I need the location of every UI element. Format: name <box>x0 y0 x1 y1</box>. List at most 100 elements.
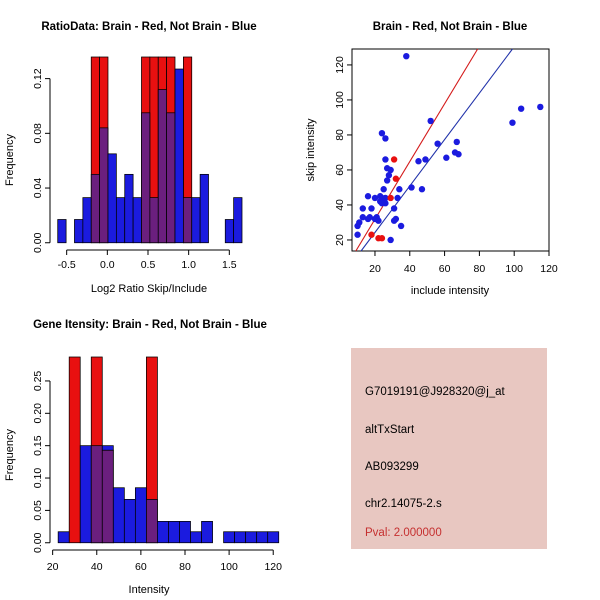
hist-bar-blue <box>168 521 180 544</box>
ratio-histogram-panel: -0.5 0.0 0.5 1.0 1.5 0.00 0.04 0.08 0.12 RatioDat… <box>4 21 257 295</box>
scatter-point-blue <box>422 156 429 163</box>
y-tick-label: 0.00 <box>32 532 44 553</box>
gene-intensity-histogram-panel: 20 40 60 80 100 120 0.00 0.05 0.10 0.15 0.20 0.25 Ge… <box>4 319 282 596</box>
y-tick-label: 0.00 <box>32 232 44 253</box>
y-axis-label: Frequency <box>4 429 16 481</box>
hist-bar-overlap <box>141 112 151 244</box>
scatter-point-red <box>392 175 400 182</box>
hist-bar-blue <box>123 499 136 544</box>
x-tick-label: 40 <box>404 263 416 275</box>
scatter-point-blue <box>537 103 544 111</box>
y-tick-label: 20 <box>334 234 346 246</box>
hist-bar-blue <box>199 173 209 244</box>
y-tick-label: 0.05 <box>32 500 44 521</box>
scatter-point-blue <box>455 151 462 158</box>
hist-bar-blue <box>223 531 235 544</box>
not-brain-fit-line <box>360 48 513 252</box>
x-tick-label: 1.0 <box>181 259 196 271</box>
hist-bar-red <box>68 356 81 544</box>
hist-bar-blue <box>174 68 184 244</box>
x-axis-label: include intensity <box>411 285 490 297</box>
hist-bar-blue <box>132 197 142 244</box>
x-tick-label: 60 <box>439 263 451 275</box>
y-tick-label: 0.25 <box>32 371 44 392</box>
accession-text: AB093299 <box>365 461 419 473</box>
hist-bar-overlap <box>90 445 103 544</box>
hist-bar-blue <box>245 531 258 544</box>
x-tick-label: 120 <box>264 561 282 573</box>
y-axis-label: skip intensity <box>305 118 317 181</box>
y-tick-label: 80 <box>334 129 346 141</box>
x-tick-label: 20 <box>47 561 59 573</box>
y-tick-label: 0.04 <box>32 178 44 199</box>
scatter-point-blue <box>385 172 393 179</box>
scatter-point-blue <box>378 129 386 137</box>
hist-bar-blue <box>233 197 243 244</box>
hist-bar-blue <box>234 531 247 544</box>
hist-bar-blue <box>101 445 114 451</box>
x-axis-label: Log2 Ratio Skip/Include <box>91 283 207 295</box>
y-tick-label: 0.15 <box>32 435 44 456</box>
scatter-point-blue <box>359 214 366 221</box>
scatter-point-blue <box>408 184 415 191</box>
hist-bar-blue <box>82 197 92 244</box>
y-tick-label: 0.20 <box>32 403 44 424</box>
scatter-point-blue <box>378 200 386 207</box>
x-tick-label: 120 <box>540 263 558 275</box>
intensity-scatter-panel: 20 40 60 80 100 120 20 40 60 80 100 120 Brain - Red,… <box>305 21 558 297</box>
y-tick-label: 60 <box>334 164 346 176</box>
x-tick-label: 80 <box>474 263 486 275</box>
hist-bar-overlap <box>99 127 109 244</box>
scatter-point-red <box>387 194 394 202</box>
scatter-point-blue <box>364 193 372 200</box>
scatter-point-blue <box>354 222 361 230</box>
scatter-point-blue <box>359 205 366 212</box>
x-tick-label: -0.5 <box>58 259 76 271</box>
gene-info-panel: G7019191@J928320@j_at altTxStart AB09329… <box>351 348 547 549</box>
scatter-point-blue <box>366 214 373 221</box>
x-tick-label: 40 <box>91 561 103 573</box>
hist-bar-blue <box>134 487 147 544</box>
scatter-point-blue <box>517 105 525 112</box>
scatter-point-blue <box>375 217 382 224</box>
hist-bar-overlap <box>149 197 159 244</box>
scatter-point-blue <box>427 117 434 125</box>
x-tick-label: 60 <box>135 561 147 573</box>
hist-bar-blue <box>74 219 84 244</box>
scatter-point-blue <box>415 158 422 165</box>
y-tick-label: 120 <box>334 56 346 74</box>
scatter-point-blue <box>418 186 426 193</box>
scatter-point-blue <box>383 177 391 184</box>
hist-bar-blue <box>57 219 67 244</box>
scatter-point-blue <box>509 119 516 126</box>
hist-bar-blue <box>179 521 191 544</box>
scatter-point-red <box>390 156 398 163</box>
x-tick-label: 20 <box>369 263 381 275</box>
hist-bar-blue <box>57 531 70 544</box>
x-tick-label: 100 <box>505 263 523 275</box>
y-axis-label: Frequency <box>4 134 16 186</box>
pval-text: Pval: 2.000000 <box>365 527 442 539</box>
hist-bar-blue <box>107 153 117 244</box>
panel-title: RatioData: Brain - Red, Not Brain - Blue <box>41 21 256 33</box>
hist-bar-overlap <box>166 112 176 244</box>
hist-bar-overlap <box>146 499 158 544</box>
scatter-point-blue <box>397 222 405 230</box>
scatter-point-blue <box>453 138 460 146</box>
y-tick-label: 0.10 <box>32 468 44 489</box>
hist-bar-blue <box>267 531 280 544</box>
hist-bar-blue <box>190 531 202 544</box>
scatter-point-red <box>368 231 375 238</box>
locus-text: chr2.14075-2.s <box>365 498 442 510</box>
scatter-point-blue <box>396 186 403 193</box>
x-tick-label: 0.5 <box>141 259 156 271</box>
hist-bar-blue <box>256 531 269 544</box>
scatter-point-blue <box>390 205 398 212</box>
scatter-point-blue <box>382 156 389 163</box>
y-tick-label: 40 <box>334 199 346 211</box>
scatter-point-blue <box>368 205 375 212</box>
hist-bar-overlap <box>182 197 193 244</box>
probe-id-text: G7019191@J928320@j_at <box>365 386 505 398</box>
hist-bar-blue <box>224 219 235 244</box>
